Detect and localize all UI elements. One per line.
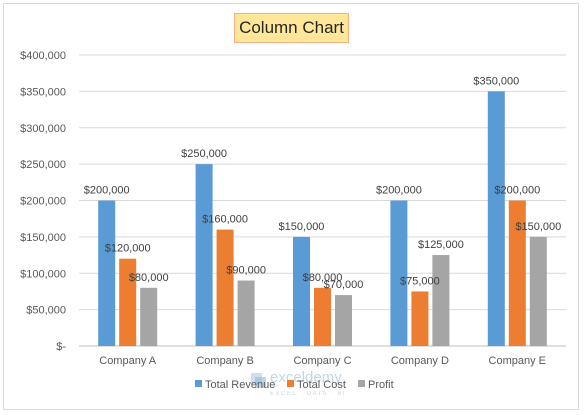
data-labels: $200,000 $120,000 $80,000 $250,000 $160,000 $… (84, 75, 561, 291)
data-label: $125,000 (418, 239, 464, 251)
bar (314, 287, 331, 346)
data-label: $80,000 (129, 272, 169, 284)
y-tick-label: $100,000 (20, 268, 66, 280)
legend-swatch (195, 380, 202, 387)
y-tick-label: $350,000 (20, 86, 66, 98)
bar (508, 200, 526, 346)
x-tick-label: Company A (99, 355, 157, 367)
x-axis-ticks: Company A Company B Company C Company D Comp… (99, 355, 546, 367)
data-label: $250,000 (181, 148, 227, 160)
watermark-icon (251, 373, 266, 388)
y-tick-label: $150,000 (20, 232, 66, 244)
x-tick-label: Company C (293, 355, 351, 367)
watermark-tagline: EXCEL · DATA · BI (270, 391, 346, 397)
bar (487, 91, 505, 346)
bars (98, 91, 547, 346)
y-tick-label: $- (56, 341, 66, 353)
data-label: $70,000 (324, 279, 364, 291)
data-label: $350,000 (473, 75, 519, 87)
data-label: $80,000 (303, 272, 343, 284)
y-tick-label: $50,000 (26, 305, 66, 317)
bar (98, 200, 116, 346)
data-label: $150,000 (515, 221, 561, 233)
legend-swatch (287, 380, 294, 387)
data-label: $200,000 (494, 185, 540, 197)
x-tick-label: Company D (391, 355, 449, 367)
data-label: $150,000 (279, 221, 325, 233)
bar (195, 164, 213, 346)
bar (216, 229, 234, 346)
chart-title-box: Column Chart (234, 13, 349, 43)
data-label: $200,000 (376, 185, 422, 197)
y-tick-label: $400,000 (20, 50, 66, 62)
legend-label: Total Cost (297, 379, 346, 391)
bar (411, 291, 429, 346)
bar (529, 236, 547, 346)
bar (119, 258, 137, 346)
y-tick-label: $250,000 (20, 159, 66, 171)
gridlines (79, 54, 566, 347)
y-tick-label: $200,000 (20, 196, 66, 208)
bar (432, 255, 450, 346)
x-tick-label: Company E (489, 355, 546, 367)
bar (293, 236, 310, 346)
legend-label: Total Revenue (205, 379, 275, 391)
data-label: $160,000 (202, 214, 248, 226)
bar (335, 295, 352, 346)
legend-label: Profit (368, 379, 394, 391)
legend-swatch (358, 380, 365, 387)
bar (390, 200, 408, 346)
bar (237, 280, 255, 346)
y-axis-ticks: $- $50,000 $100,000 $150,000 $200,000 $250,00… (20, 50, 66, 353)
chart-title: Column Chart (239, 18, 344, 37)
x-tick-label: Company B (196, 355, 253, 367)
data-label: $90,000 (226, 265, 266, 277)
bar (140, 287, 158, 346)
data-label: $75,000 (400, 275, 440, 287)
y-tick-label: $300,000 (20, 123, 66, 135)
data-label: $200,000 (84, 185, 130, 197)
data-label: $120,000 (105, 243, 151, 255)
legend: Total Revenue Total Cost Profit (195, 379, 394, 391)
